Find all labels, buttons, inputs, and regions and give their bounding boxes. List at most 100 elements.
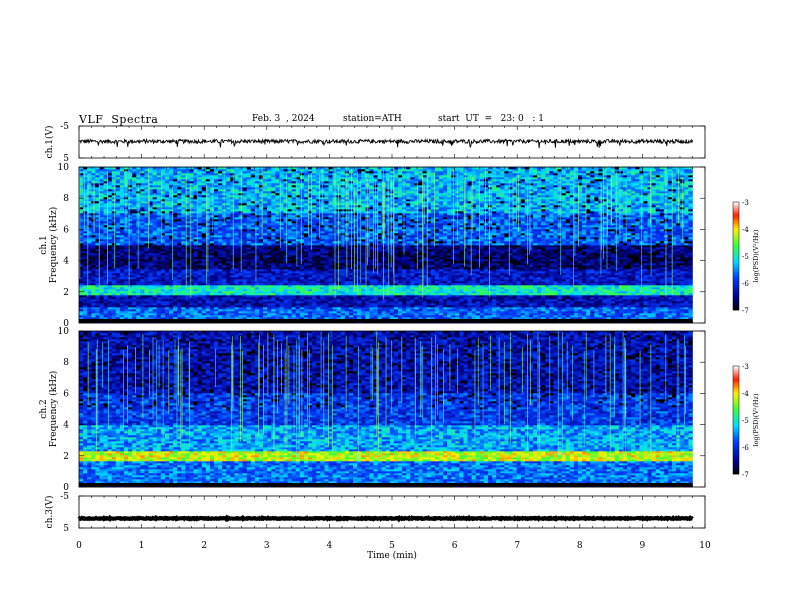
spectrogram-cell [565,273,571,276]
spectrogram-cell [254,315,260,318]
spectrogram-cell [606,301,611,304]
spectrogram-cell [222,263,227,266]
spectrogram-cell [610,305,616,308]
spectrogram-cell [561,273,566,276]
spectrogram-cell [353,283,358,286]
spectrogram-cell [328,295,333,298]
spectrogram-cell [602,269,607,272]
spectrogram-cell [459,273,464,276]
spectrogram-cell [610,303,616,306]
spectrogram-cell [688,281,693,284]
spectrogram-cell [213,277,219,280]
spectrogram-cell [263,305,268,308]
spectrogram-cell [275,289,280,292]
spectrogram-cell [140,275,145,278]
spectrogram-cell [492,297,497,300]
spectrogram-cell [516,291,522,294]
spectrogram-cell [684,293,689,296]
spectrogram-cell [688,279,693,282]
spectrogram-cell [606,259,611,262]
spectrogram-cell [622,263,628,266]
spectrogram-cell [569,265,575,268]
spectrogram-cell [537,295,542,298]
spectrogram-cell [565,299,571,302]
spectrogram-cell [406,269,411,272]
spectrogram-cell [164,267,170,270]
spectrogram-cell [594,259,599,262]
spectrogram-cell [385,293,391,296]
spectrogram-cell [312,291,317,294]
spectrogram-cell [688,307,693,310]
spectrogram-cell [561,271,566,274]
spectrogram-cell [598,315,603,318]
spectrogram-cell [418,297,423,300]
spectrogram-cell [357,283,362,286]
spectrogram-cell [242,263,247,266]
spectrogram-cell [308,281,313,284]
spectrogram-cell [487,311,493,314]
spectrogram-cell [87,281,92,284]
spectrogram-cell [418,287,423,290]
spectrogram-cell [185,303,190,306]
spectrogram-cell [115,321,121,324]
spectrogram-cell [586,277,591,280]
spectrogram-cell [328,311,333,314]
spectrogram-cell [369,281,374,284]
spectrogram-cell [144,265,149,268]
spectrogram-cell [545,301,550,304]
spectrogram-cell [283,261,288,264]
spectrogram-cell [528,283,534,286]
spectrogram-cell [336,287,342,290]
spectrogram-cell [328,313,333,316]
spectrogram-cell [631,285,636,288]
spectrogram-cell [667,265,673,268]
spectrogram-cell [406,317,411,320]
spectrogram-cell [479,313,485,316]
spectrogram-cell [569,289,575,292]
spectrogram-cell [168,269,174,272]
spectrogram-cell [218,291,223,294]
spectrogram-cell [246,261,252,264]
spectrogram-cell [369,303,374,306]
spectrogram-cell [312,275,317,278]
spectrogram-cell [201,315,207,318]
spectrogram-cell [635,265,640,268]
spectrogram-cell [459,287,464,290]
spectrogram-cell [504,305,509,308]
spectrogram-cell [606,289,611,292]
spectrogram-cell [512,263,517,266]
spectrogram-cell [622,287,628,290]
spectrogram-cell [586,311,591,314]
spectrogram-cell [189,297,194,300]
spectrogram-cell [279,321,284,324]
spectrogram-cell [667,263,673,266]
spectrogram-cell [132,317,137,320]
spectrogram-cell [426,283,432,286]
spectrogram-cell [344,299,350,302]
spectrogram-cell [164,277,170,280]
spectrogram-cell [557,263,562,266]
spectrogram-cell [532,281,538,284]
spectrogram-cell [471,273,477,276]
spectrogram-cell [115,267,121,270]
spectrogram-cell [332,303,337,306]
spectrogram-cell [422,321,427,324]
spectrogram-cell [115,291,121,294]
spectrogram-cell [508,291,513,294]
spectrogram-cell [643,259,648,262]
spectrogram-cell [283,311,288,314]
spectrogram-cell [328,309,333,312]
spectrogram-cell [316,279,321,282]
spectrogram-cell [230,293,235,296]
spectrogram-cell [381,299,387,302]
spectrogram-cell [83,269,88,272]
spectrogram-cell [406,259,411,262]
spectrogram-cell [209,277,215,280]
spectrogram-cell [672,277,677,280]
spectrogram-cell [565,295,571,298]
spectrogram-cell [353,317,358,320]
spectrogram-cell [573,295,579,298]
spectrogram-cell [340,301,346,304]
spectrogram-cell [398,257,403,260]
spectrogram-cell [516,295,522,298]
